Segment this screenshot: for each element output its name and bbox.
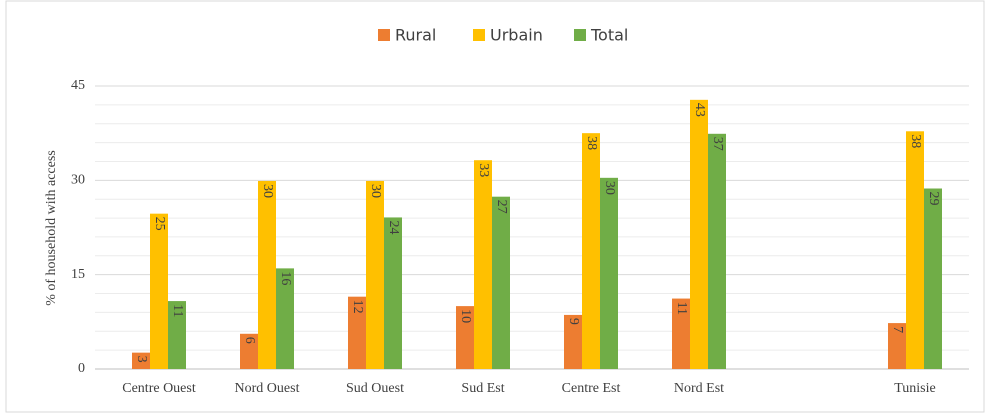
- bar: [348, 296, 366, 369]
- legend-label: Urbain: [490, 26, 543, 45]
- legend-label: Rural: [395, 26, 436, 45]
- y-tick-label: 45: [71, 78, 85, 93]
- data-label: 33: [476, 163, 491, 177]
- data-label: 37: [710, 137, 725, 151]
- data-label: 3: [134, 356, 149, 363]
- bar: [492, 196, 510, 369]
- x-tick-label: Nord Est: [674, 381, 724, 396]
- data-label: 16: [278, 271, 293, 285]
- x-tick-label: Nord Ouest: [235, 381, 300, 396]
- y-tick-label: 30: [71, 173, 85, 188]
- x-tick-label: Sud Ouest: [346, 381, 404, 396]
- x-tick-label: Sud Est: [461, 381, 504, 396]
- bar: [456, 306, 474, 369]
- bar: [258, 180, 276, 369]
- bar: [888, 323, 906, 369]
- bar: [564, 314, 582, 369]
- bar: [906, 131, 924, 369]
- data-label: 11: [170, 304, 185, 317]
- data-label: 38: [584, 136, 599, 150]
- y-tick-label: 15: [71, 267, 85, 282]
- bar: [672, 298, 690, 369]
- legend-swatch: [473, 29, 485, 41]
- bar: [168, 301, 186, 369]
- bar: [132, 352, 150, 369]
- bar: [474, 160, 492, 369]
- data-label: 30: [260, 184, 275, 198]
- bar: [690, 99, 708, 369]
- x-tick-label: Centre Est: [562, 381, 621, 396]
- bar: [240, 333, 258, 369]
- y-tick-label: 0: [78, 361, 85, 376]
- bar: [924, 188, 942, 369]
- data-label: 29: [926, 192, 941, 206]
- bar: [384, 217, 402, 369]
- data-label: 43: [692, 103, 707, 117]
- bar: [366, 180, 384, 369]
- data-label: 27: [494, 200, 509, 214]
- x-tick-label: Centre Ouest: [122, 381, 196, 396]
- x-tick-label: Tunisie: [894, 381, 936, 396]
- data-label: 38: [908, 134, 923, 148]
- bar: [600, 177, 618, 369]
- data-label: 30: [368, 184, 383, 198]
- data-label: 24: [386, 220, 401, 234]
- data-label: 10: [458, 309, 473, 323]
- legend-swatch: [378, 29, 390, 41]
- data-label: 6: [242, 337, 257, 344]
- bar: [582, 133, 600, 369]
- data-label: 9: [566, 318, 581, 325]
- data-label: 7: [890, 326, 905, 333]
- bar: [276, 268, 294, 369]
- data-label: 12: [350, 300, 365, 314]
- y-axis-label: % of household with access: [44, 150, 59, 306]
- legend-swatch: [574, 29, 586, 41]
- legend-label: Total: [590, 26, 628, 45]
- bar: [708, 133, 726, 369]
- data-label: 25: [152, 217, 167, 231]
- bar: [150, 213, 168, 369]
- data-label: 30: [602, 181, 617, 195]
- data-label: 11: [674, 302, 689, 315]
